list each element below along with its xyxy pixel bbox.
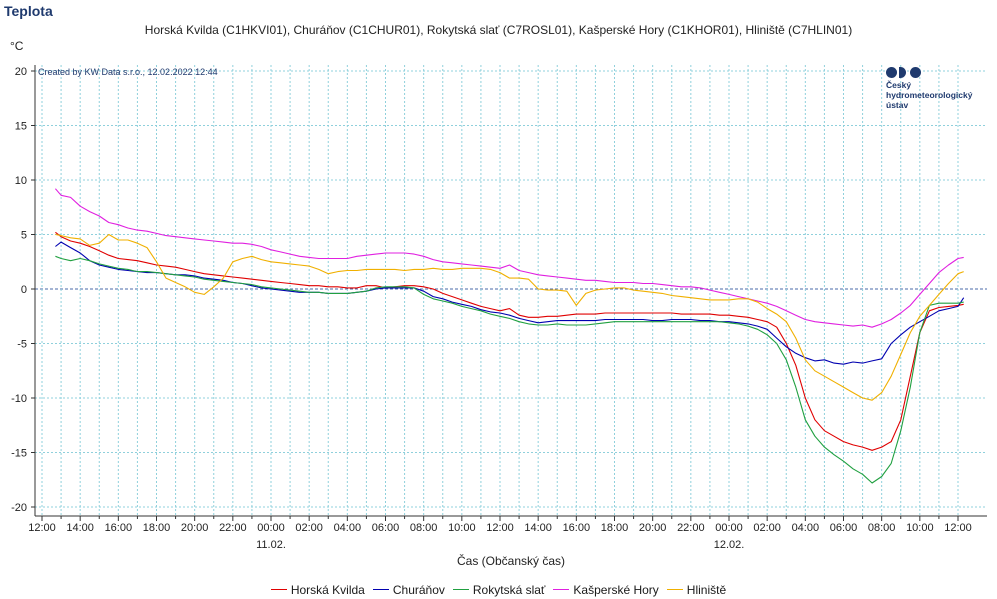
- x-tick-label: 10:00: [906, 522, 934, 534]
- legend-item: Rokytská slať: [452, 582, 546, 597]
- x-tick-label: 14:00: [524, 522, 552, 534]
- series-line-1: [55, 241, 965, 365]
- x-tick-label: 06:00: [372, 522, 400, 534]
- series-line-4: [55, 233, 964, 401]
- legend-swatch: [452, 589, 469, 590]
- x-tick-label: 18:00: [601, 522, 629, 534]
- x-tick-label: 14:00: [66, 522, 94, 534]
- x-tick-label: 12:00: [944, 522, 972, 534]
- legend-label: Horská Kvilda: [290, 582, 365, 597]
- legend-swatch: [553, 589, 570, 590]
- x-tick-label: 20:00: [181, 522, 209, 534]
- chart-subtitle: Horská Kvilda (C1HKVI01), Churáňov (C1CH…: [144, 23, 853, 37]
- x-tick-label: 22:00: [219, 522, 247, 534]
- legend-label: Kašperské Hory: [573, 582, 659, 597]
- legend-swatch: [666, 589, 683, 590]
- y-tick-label: 0: [21, 284, 27, 296]
- y-tick-label: -15: [11, 448, 27, 460]
- x-date-label: 11.02.: [256, 539, 286, 551]
- x-tick-label: 02:00: [753, 522, 781, 534]
- y-tick-label: 5: [21, 230, 27, 242]
- legend: Horská Kvilda Churáňov Rokytská slať Kašper…: [0, 579, 997, 597]
- x-tick-label: 12:00: [28, 522, 56, 534]
- y-tick-label: -5: [17, 339, 27, 351]
- legend-item: Churáňov: [372, 582, 445, 597]
- y-tick-label: -20: [11, 502, 27, 514]
- y-tick-label: 20: [15, 66, 27, 78]
- chmi-logo: Český hydrometeorologický ústav: [886, 67, 986, 110]
- x-tick-label: 08:00: [410, 522, 438, 534]
- x-tick-label: 04:00: [792, 522, 820, 534]
- series-line-2: [55, 255, 964, 484]
- x-tick-label: 06:00: [830, 522, 858, 534]
- logo-text-line3: ústav: [886, 100, 909, 110]
- y-tick-label: 15: [15, 121, 27, 133]
- x-date-label: 12.02.: [714, 539, 745, 551]
- series-line-3: [54, 188, 964, 328]
- x-tick-label: 16:00: [105, 522, 133, 534]
- logo-text-line1: Český: [886, 80, 912, 90]
- axes: [31, 65, 987, 521]
- legend-item: Horská Kvilda: [270, 582, 365, 597]
- x-tick-label: 12:00: [486, 522, 514, 534]
- x-tick-label: 08:00: [868, 522, 896, 534]
- legend-swatch: [270, 589, 287, 590]
- legend-label: Churáňov: [392, 582, 445, 597]
- y-tick-label: 10: [15, 175, 27, 187]
- x-tick-label: 20:00: [639, 522, 667, 534]
- credit-text: Created by KW Data s.r.o., 12.02.2022 12…: [38, 67, 218, 77]
- x-tick-label: 04:00: [334, 522, 362, 534]
- logo-dots-icon: [886, 67, 986, 78]
- y-tick-label: -10: [11, 393, 27, 405]
- x-tick-label: 16:00: [563, 522, 591, 534]
- x-tick-label: 10:00: [448, 522, 476, 534]
- x-tick-label: 02:00: [295, 522, 323, 534]
- x-tick-label: 00:00: [257, 522, 285, 534]
- legend-item: Kašperské Hory: [553, 582, 659, 597]
- legend-swatch: [372, 589, 389, 590]
- x-axis-title: Čas (Občanský čas): [457, 553, 565, 568]
- legend-item: Hliniště: [666, 582, 727, 597]
- x-tick-label: 00:00: [715, 522, 743, 534]
- x-tick-label: 22:00: [677, 522, 705, 534]
- series-line-0: [55, 231, 964, 451]
- grid: [35, 65, 987, 516]
- logo-text-line2: hydrometeorologický: [886, 90, 973, 100]
- page-title: Teplota: [4, 3, 53, 19]
- legend-label: Hliniště: [686, 582, 727, 597]
- series-lines: [54, 188, 965, 484]
- legend-label: Rokytská slať: [472, 582, 546, 597]
- x-tick-label: 18:00: [143, 522, 171, 534]
- y-axis-unit: °C: [10, 39, 24, 53]
